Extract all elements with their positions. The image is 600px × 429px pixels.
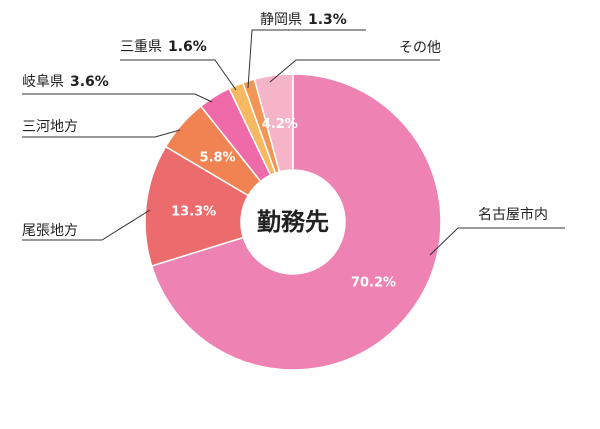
value-label-3: 3.6% [70, 74, 109, 90]
value-label-5: 1.3% [308, 12, 347, 28]
leader-line-0 [429, 227, 565, 256]
leader-line-2 [22, 129, 181, 138]
value-label-2: 5.8% [200, 150, 236, 165]
leader-line-1 [22, 209, 151, 241]
leader-line-4 [120, 59, 237, 91]
leader-line-5 [247, 29, 366, 89]
value-label-4: 1.6% [168, 39, 207, 55]
category-label-5: 静岡県 1.3% [260, 12, 347, 28]
value-label-1: 13.3% [171, 204, 216, 219]
category-label-2: 三河地方 [22, 119, 78, 135]
category-label-0: 名古屋市内 [478, 206, 548, 223]
slice-1 [144, 145, 250, 267]
donut-slices [144, 73, 442, 371]
chart-labels: 名古屋市内 70.2% 尾張地方 13.3% 三河地方 5.8% 岐阜県 3.6% 三重県 1.6… [22, 12, 565, 290]
category-label-4: 三重県 1.6% [120, 39, 207, 55]
category-label-1: 尾張地方 [22, 223, 78, 239]
leader-line-3 [22, 93, 213, 103]
slice-6 [253, 73, 294, 173]
value-label-0: 70.2% [351, 275, 396, 290]
value-label-6: 4.2% [262, 117, 298, 132]
slice-0 [150, 73, 442, 371]
leader-line-6 [269, 59, 440, 83]
category-label-3: 岐阜県 3.6% [22, 73, 109, 90]
center-label: 勤務先 [257, 208, 329, 236]
category-label-6: その他 [399, 40, 441, 56]
